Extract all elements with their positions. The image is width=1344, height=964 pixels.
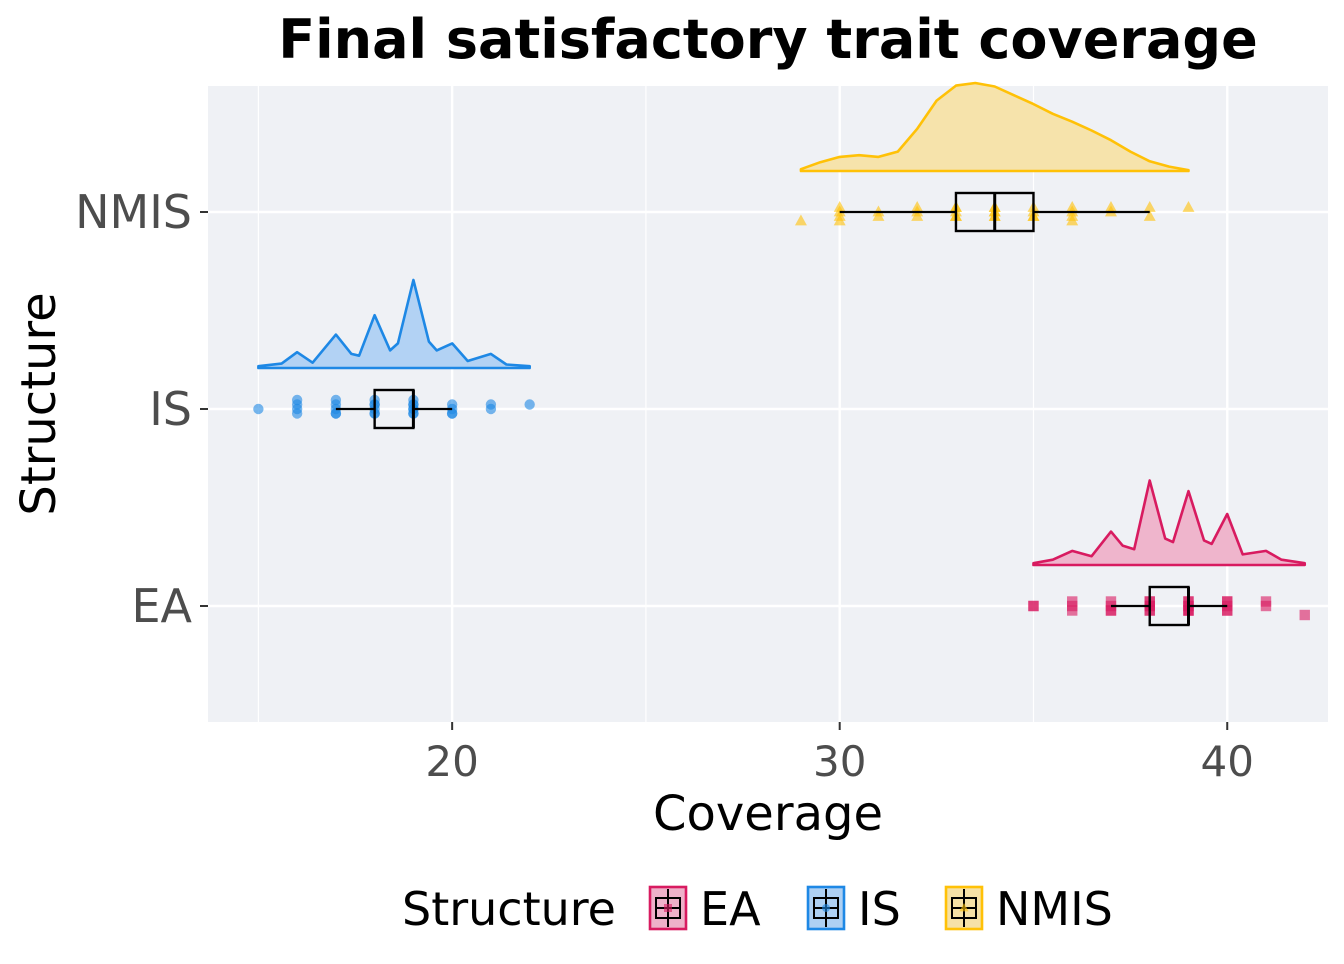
data-point: [1104, 200, 1117, 212]
chart-title: Final satisfactory trait coverage: [278, 8, 1257, 71]
data-point: [330, 394, 342, 406]
data-point: [1143, 209, 1156, 221]
x-tick-label: 20: [425, 737, 478, 786]
legend-key-marker: [822, 904, 830, 912]
legend-key-marker: [959, 902, 969, 912]
x-axis-title: Coverage: [653, 786, 883, 842]
legend-key-is: [806, 885, 846, 931]
data-point: [446, 408, 458, 419]
data-point: [1105, 605, 1117, 616]
data-point: [524, 399, 535, 410]
data-point: [1028, 600, 1039, 612]
y-tick-label: EA: [131, 579, 192, 633]
density-ea: [1032, 479, 1307, 567]
y-axis-title: Structure: [11, 292, 67, 515]
legend-label: IS: [858, 882, 901, 936]
density-nmis: [799, 81, 1190, 173]
x-tick-label: 40: [1201, 737, 1254, 786]
data-point: [1182, 200, 1195, 212]
data-point: [1222, 596, 1233, 607]
data-point: [1222, 605, 1233, 616]
x-tick-label: 30: [813, 737, 866, 786]
data-point: [1260, 596, 1272, 607]
legend-key-ea: [648, 885, 688, 931]
data-point: [1067, 600, 1078, 612]
panel-background: [208, 86, 1328, 722]
legend-label: NMIS: [996, 882, 1113, 936]
data-point: [1299, 609, 1310, 621]
y-tick-label: IS: [149, 382, 192, 436]
data-point: [291, 394, 303, 406]
data-point: [485, 399, 497, 410]
series-nmis: [794, 81, 1195, 233]
legend-key-nmis: [944, 885, 984, 931]
legend: Structure EA IS NMIS: [402, 882, 1113, 936]
legend-key-marker: [664, 904, 672, 912]
axes: 20 30 40 EA IS NMIS: [75, 185, 1254, 786]
data-point: [794, 214, 807, 226]
series-ea: [1028, 479, 1310, 627]
density-is: [257, 278, 531, 370]
series-is: [253, 278, 535, 430]
legend-title: Structure: [402, 882, 616, 936]
data-point: [833, 214, 846, 226]
data-point: [1066, 214, 1079, 226]
data-point: [253, 403, 264, 415]
y-tick-label: NMIS: [75, 185, 192, 239]
data-point: [1143, 200, 1156, 212]
legend-label: EA: [700, 882, 761, 936]
series-layer: [253, 81, 1310, 627]
data-point: [330, 408, 342, 419]
data-point: [291, 403, 303, 415]
